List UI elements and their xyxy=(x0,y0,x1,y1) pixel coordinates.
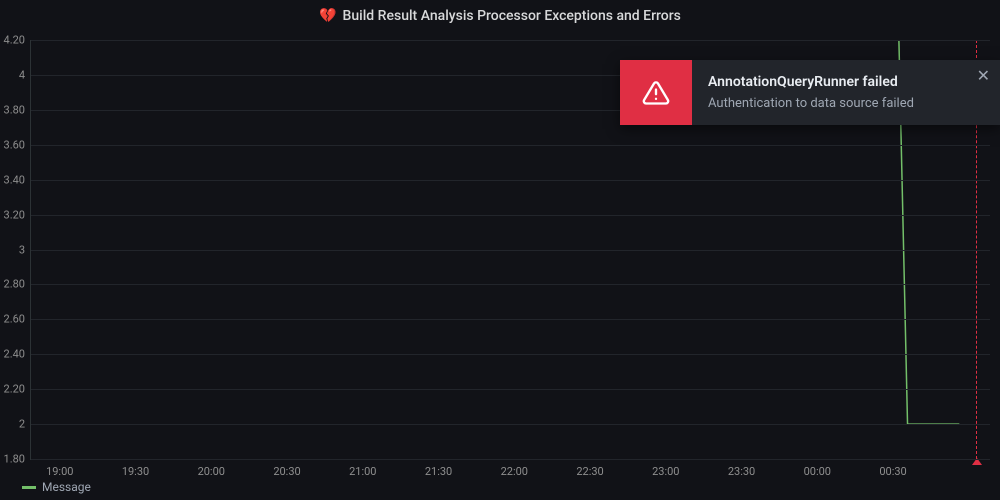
panel-title-text: Build Result Analysis Processor Exceptio… xyxy=(343,8,681,24)
x-axis-label: 00:00 xyxy=(804,459,831,478)
y-axis-label: 3.40 xyxy=(4,173,31,186)
x-axis-label: 22:30 xyxy=(576,459,603,478)
x-axis-label: 23:00 xyxy=(652,459,679,478)
gridline xyxy=(31,40,990,41)
y-axis-label: 3.60 xyxy=(4,138,31,151)
alert-triangle-icon xyxy=(620,60,692,125)
y-axis-label: 2.20 xyxy=(4,383,31,396)
chart-panel: 💔 Build Result Analysis Processor Excepti… xyxy=(0,0,1000,500)
y-axis-label: 2.60 xyxy=(4,313,31,326)
x-axis-label: 21:00 xyxy=(349,459,376,478)
x-axis-label: 21:30 xyxy=(425,459,452,478)
gridline xyxy=(31,215,990,216)
legend[interactable]: Message xyxy=(22,480,91,494)
error-toast: AnnotationQueryRunner failed Authenticat… xyxy=(620,60,1000,125)
gridline xyxy=(31,319,990,320)
toast-title: AnnotationQueryRunner failed xyxy=(708,74,960,90)
toast-message: Authentication to data source failed xyxy=(708,96,960,111)
gridline xyxy=(31,354,990,355)
y-axis-label: 2.80 xyxy=(4,278,31,291)
x-axis-label: 19:30 xyxy=(122,459,149,478)
gridline xyxy=(31,424,990,425)
legend-label: Message xyxy=(42,480,91,494)
gridline xyxy=(31,180,990,181)
x-axis-label: 20:30 xyxy=(273,459,300,478)
toast-body: AnnotationQueryRunner failed Authenticat… xyxy=(692,60,1000,125)
gridline xyxy=(31,284,990,285)
broken-heart-icon: 💔 xyxy=(319,8,336,24)
gridline xyxy=(31,145,990,146)
y-axis-label: 4.20 xyxy=(4,34,31,47)
x-axis-label: 19:00 xyxy=(46,459,73,478)
x-axis-label: 00:30 xyxy=(879,459,906,478)
y-axis-label: 2 xyxy=(19,418,31,431)
gridline xyxy=(31,389,990,390)
y-axis-label: 4 xyxy=(19,68,31,81)
close-icon[interactable]: ✕ xyxy=(977,68,990,84)
y-axis-label: 3.80 xyxy=(4,103,31,116)
y-axis-label: 1.80 xyxy=(4,453,31,466)
x-axis-label: 20:00 xyxy=(198,459,225,478)
y-axis-label: 2.40 xyxy=(4,348,31,361)
x-axis-label: 23:30 xyxy=(728,459,755,478)
gridline xyxy=(31,250,990,251)
x-axis-label: 22:00 xyxy=(501,459,528,478)
y-axis-label: 3 xyxy=(19,243,31,256)
y-axis-label: 3.20 xyxy=(4,208,31,221)
legend-swatch xyxy=(22,486,36,489)
panel-title: 💔 Build Result Analysis Processor Excepti… xyxy=(0,0,1000,24)
